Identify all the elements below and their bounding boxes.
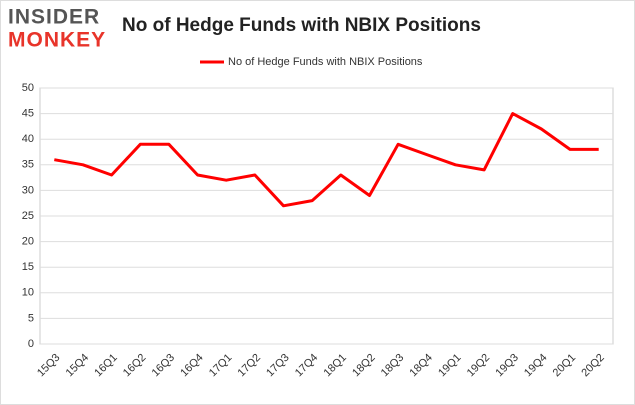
y-tick-label: 45 (22, 108, 34, 120)
y-tick-label: 40 (22, 133, 34, 145)
y-tick-label: 5 (28, 312, 34, 324)
y-tick-label: 30 (22, 184, 34, 196)
y-tick-label: 10 (22, 287, 34, 299)
y-tick-label: 15 (22, 261, 34, 273)
logo-top: INSIDER (8, 6, 100, 29)
data-line (54, 112, 599, 208)
logo-bottom: MONKEY (8, 29, 106, 52)
y-tick-label: 35 (22, 159, 34, 171)
legend-label: No of Hedge Funds with NBIX Positions (228, 56, 423, 68)
y-tick-label: 50 (22, 82, 34, 94)
y-tick-label: 20 (22, 236, 34, 248)
y-tick-label: 0 (28, 338, 34, 350)
y-tick-label: 25 (22, 210, 34, 222)
chart-title: No of Hedge Funds with NBIX Positions (122, 15, 481, 36)
